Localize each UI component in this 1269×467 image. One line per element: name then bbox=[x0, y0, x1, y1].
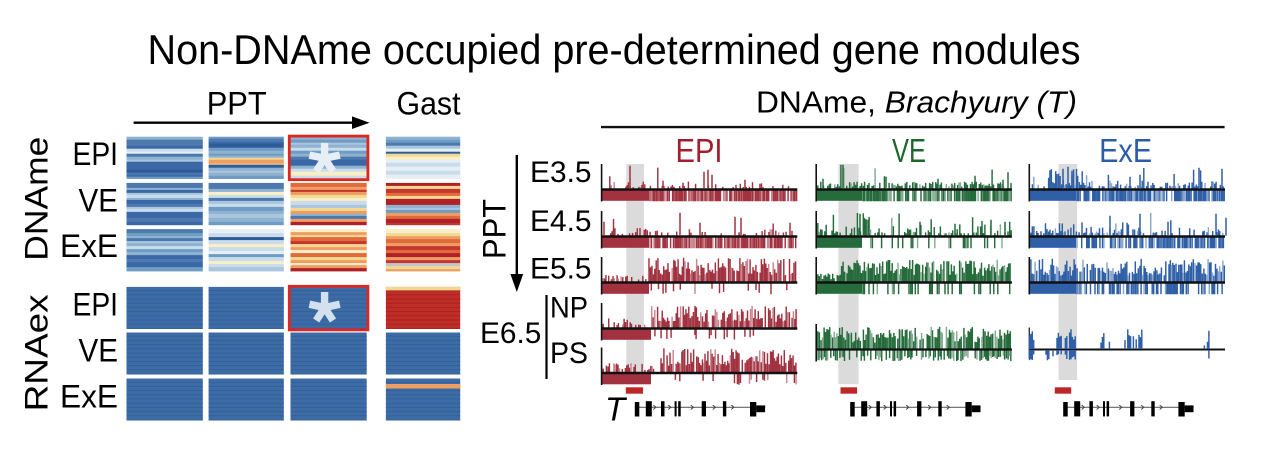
svg-text:VE: VE bbox=[79, 333, 119, 369]
svg-text:E5.5: E5.5 bbox=[530, 253, 592, 286]
svg-text:VE: VE bbox=[79, 182, 119, 218]
svg-text:EPI: EPI bbox=[676, 132, 723, 169]
svg-text:RNAex: RNAex bbox=[19, 294, 55, 411]
svg-text:VE: VE bbox=[892, 132, 926, 169]
svg-text:E6.5: E6.5 bbox=[480, 317, 541, 350]
svg-text:ExE: ExE bbox=[60, 378, 118, 414]
svg-text:DNAme, Brachyury (T): DNAme, Brachyury (T) bbox=[756, 85, 1077, 120]
svg-text:Non-DNAme occupied pre-determi: Non-DNAme occupied pre-determined gene m… bbox=[148, 26, 1081, 73]
svg-text:E3.5: E3.5 bbox=[530, 156, 592, 189]
svg-text:T: T bbox=[605, 391, 628, 428]
svg-text:Gast: Gast bbox=[397, 86, 461, 122]
svg-text:PS: PS bbox=[550, 337, 588, 370]
svg-text:ExE: ExE bbox=[60, 228, 118, 264]
svg-text:ExE: ExE bbox=[1099, 132, 1152, 169]
svg-text:DNAme: DNAme bbox=[19, 137, 55, 261]
svg-text:PPT: PPT bbox=[207, 86, 267, 122]
svg-text:EPI: EPI bbox=[73, 287, 119, 323]
svg-text:E4.5: E4.5 bbox=[530, 205, 592, 238]
svg-text:PPT: PPT bbox=[477, 199, 513, 259]
svg-text:NP: NP bbox=[550, 292, 588, 325]
svg-text:EPI: EPI bbox=[73, 136, 119, 172]
